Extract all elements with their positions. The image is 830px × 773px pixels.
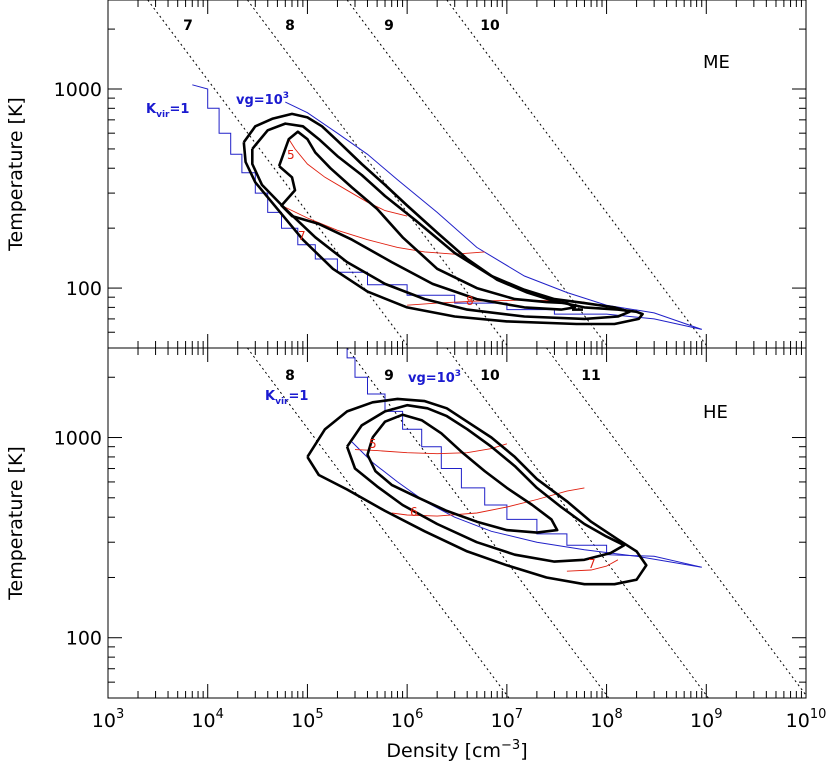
ylabel-he: Temperature [K] bbox=[5, 446, 27, 601]
diagonal-label-he-9: 9 bbox=[384, 368, 394, 384]
xtick-label-7: 107 bbox=[491, 707, 523, 732]
diagonal-label-me-10: 10 bbox=[480, 18, 500, 34]
kvir-label-me: Kvir=1 bbox=[146, 102, 189, 120]
xtick-exp-7: 7 bbox=[515, 707, 523, 722]
frame-he bbox=[107, 347, 807, 699]
kvir-eq-me: =1 bbox=[169, 102, 189, 117]
diagonal-line-he-11 bbox=[546, 348, 806, 697]
red-line-me-5 bbox=[288, 138, 408, 217]
kvir-sub-me: vir bbox=[156, 110, 170, 120]
diagonal-label-me-9: 9 bbox=[384, 18, 394, 34]
vg-label-he: vg=103 bbox=[408, 369, 461, 386]
xtick-exp-4: 4 bbox=[216, 707, 224, 722]
red-line-he-5 bbox=[354, 443, 508, 455]
panel-label-he: HE bbox=[703, 402, 728, 423]
xtick-base-9: 10 bbox=[690, 710, 714, 732]
ytick-label-he-1000: 1000 bbox=[54, 428, 102, 450]
plot-area-me bbox=[147, 0, 709, 348]
kvir-sub-he: vir bbox=[275, 397, 289, 407]
diagonal-label-he-8: 8 bbox=[285, 368, 295, 384]
red-label-he-6: 6 bbox=[410, 505, 418, 519]
ytick-label-he-100: 100 bbox=[66, 628, 102, 650]
xtick-exp-8: 8 bbox=[615, 707, 623, 722]
contour-me-2 bbox=[277, 130, 577, 311]
blue-line-he-0 bbox=[346, 348, 702, 568]
contour-me-0 bbox=[242, 112, 644, 326]
red-label-me-8: 8 bbox=[466, 294, 474, 308]
xtick-exp-3: 3 bbox=[116, 707, 124, 722]
xtick-label-10: 1010 bbox=[786, 707, 827, 732]
red-label-he-5: 5 bbox=[369, 437, 377, 451]
xtick-label-6: 106 bbox=[391, 707, 423, 732]
red-label-me-5: 5 bbox=[287, 148, 295, 162]
diagonal-label-he-11: 11 bbox=[581, 368, 600, 384]
xtick-exp-9: 9 bbox=[714, 707, 722, 722]
xlabel-sup: −3 bbox=[501, 738, 520, 753]
ytick-label-me-1000: 1000 bbox=[54, 79, 102, 101]
xtick-base-4: 10 bbox=[191, 710, 215, 732]
xtick-exp-10: 10 bbox=[810, 707, 827, 722]
contour-he-1 bbox=[345, 403, 626, 563]
xtick-base-7: 10 bbox=[491, 710, 515, 732]
ylabel-me: Temperature [K] bbox=[5, 97, 27, 252]
diagonal-label-me-8: 8 bbox=[285, 18, 295, 34]
red-line-he-7 bbox=[566, 559, 619, 572]
diagonal-label-he-10: 10 bbox=[480, 368, 500, 384]
vg-exp-he: 3 bbox=[455, 369, 461, 379]
xtick-label-8: 108 bbox=[590, 707, 622, 732]
vg-base-me: vg=10 bbox=[236, 93, 283, 108]
contour-he-2 bbox=[366, 413, 559, 534]
diagonal-line-me-7 bbox=[147, 0, 410, 348]
xlabel-main: Density [cm bbox=[386, 740, 501, 762]
xtick-label-3: 103 bbox=[92, 707, 124, 732]
blue-line-me-1 bbox=[285, 101, 702, 330]
xtick-label-9: 109 bbox=[690, 707, 722, 732]
xtick-exp-6: 6 bbox=[415, 707, 423, 722]
xtick-base-6: 10 bbox=[391, 710, 415, 732]
xtick-label-5: 105 bbox=[291, 707, 323, 732]
plot-area-he bbox=[246, 348, 806, 698]
diagonal-line-me-9 bbox=[346, 0, 610, 348]
xtick-exp-5: 5 bbox=[315, 707, 323, 722]
xtick-base-5: 10 bbox=[291, 710, 315, 732]
red-label-me-7: 7 bbox=[298, 229, 306, 243]
xlabel: Density [cm−3] bbox=[386, 738, 527, 762]
xtick-label-4: 104 bbox=[191, 707, 223, 732]
vg-base-he: vg=10 bbox=[408, 371, 455, 386]
kvir-eq-he: =1 bbox=[288, 389, 308, 404]
xtick-base-3: 10 bbox=[92, 710, 116, 732]
panel-label-me: ME bbox=[703, 52, 730, 73]
contour-me-1 bbox=[251, 122, 631, 321]
contour-he-0 bbox=[306, 397, 648, 586]
ytick-label-me-100: 100 bbox=[66, 278, 102, 300]
red-line-me-7 bbox=[281, 205, 485, 255]
red-line-he-6 bbox=[391, 487, 585, 517]
vg-exp-me: 3 bbox=[283, 91, 289, 101]
xlabel-end: ] bbox=[520, 740, 527, 762]
red-label-he-7: 7 bbox=[588, 557, 596, 571]
kvir-k-me: K bbox=[146, 102, 157, 117]
xtick-base-8: 10 bbox=[590, 710, 614, 732]
frame-me bbox=[107, 0, 807, 349]
panel-me: 100 1000 Temperature [K] ME 7 8 9 10 Kvir=1 vg=10… bbox=[5, 0, 807, 349]
kvir-k-he: K bbox=[265, 389, 276, 404]
kvir-label-he: Kvir=1 bbox=[265, 389, 308, 407]
xtick-base-10: 10 bbox=[786, 710, 810, 732]
vg-label-me: vg=103 bbox=[236, 91, 289, 108]
diagonal-label-me-7: 7 bbox=[183, 18, 193, 34]
